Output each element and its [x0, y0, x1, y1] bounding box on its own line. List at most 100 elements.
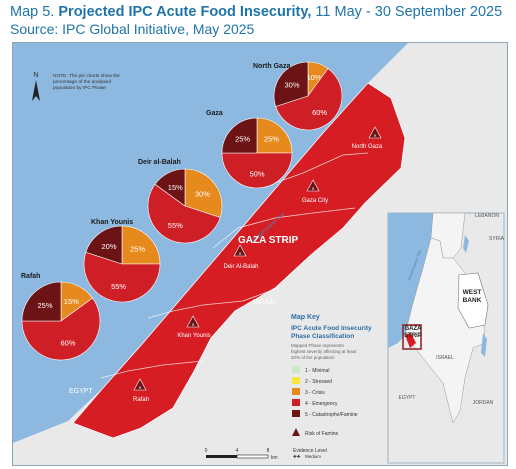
inset-lebanon: LEBANON: [475, 213, 499, 219]
inset-gaza-highlight: [402, 324, 422, 350]
gaza-strip-area: [72, 82, 406, 439]
israel-label: ISRAEL: [253, 299, 278, 306]
scale-tick-8: 8: [267, 448, 270, 454]
scale-segment-light: [236, 454, 269, 459]
inset-gaza-line-1: GAZA: [405, 326, 423, 332]
famine-marker-deir-al-balah: ✕ Deir Al-Balah: [223, 244, 259, 270]
north-label: N: [33, 72, 38, 79]
pie-slice-label: 30%: [284, 80, 299, 89]
famine-x-icon: ✕: [191, 322, 194, 327]
pie-slice-phase5: [154, 168, 186, 207]
evidence-medium-label: Medium: [305, 454, 321, 459]
legend-items: 1 - Minimal 2 - Stressed 3 - Crisis 4 - Eme…: [292, 366, 358, 418]
pie-slice-label: 15%: [64, 297, 79, 306]
pie-note: NOTE: The pie charts show the percentage…: [53, 73, 120, 91]
scale-bar: 0 4 8 km: [205, 448, 278, 461]
inset-jordan-label: JORDAN: [473, 400, 494, 406]
inset-dead-sea-icon: [481, 333, 487, 357]
inset-gaza-line-2: STRIP: [404, 333, 422, 339]
scale-segment-dark: [206, 455, 237, 458]
boundary-gaza: [212, 207, 356, 249]
pie-slice-phase4: [21, 297, 101, 361]
legend-label-phase3: 3 - Crisis: [305, 390, 325, 396]
pie-slice-phase5: [21, 281, 62, 322]
scale-tick-0: 0: [205, 448, 208, 454]
note-line-2: percentage of the analysed: [53, 79, 111, 85]
inset-israel-label: ISRAEL: [436, 355, 454, 361]
pie-slice-phase5: [221, 117, 258, 154]
inset-west-bank-line-2: BANK: [463, 297, 482, 304]
inset-sea: [388, 213, 433, 348]
famine-triangle-icon: [306, 179, 320, 192]
legend-swatch-phase1: [292, 366, 300, 373]
egypt-label: EGYPT: [69, 388, 93, 395]
pie-slice-phase4: [83, 251, 161, 303]
pie-slice-phase3: [256, 117, 293, 154]
legend-note-3: 20% of the population: [291, 355, 335, 360]
evidence-marker-icon: ✚✚: [293, 454, 301, 459]
map-source: Source: IPC Global Initiative, May 2025: [10, 21, 255, 37]
pie-slice-phase3: [184, 168, 223, 218]
pie-slice-label: 10%: [307, 73, 322, 82]
pie-title: Rafah: [21, 273, 40, 280]
pie-title: North Gaza: [253, 63, 290, 70]
pie-slice-label: 60%: [312, 108, 327, 117]
pie-gaza: 25% 50% 25% Gaza: [206, 110, 293, 189]
pie-slice-label: 25%: [235, 135, 250, 144]
pie-slice-phase4: [147, 183, 221, 244]
famine-x-icon: ✕: [373, 133, 376, 138]
boundary-khan-younis: [100, 360, 204, 379]
pie-slice-phase5: [273, 61, 309, 107]
legend-swatch-phase4: [292, 399, 300, 406]
inset-gaza: [405, 333, 416, 348]
legend-famine-icon: [292, 428, 300, 436]
boundary-deir-al-balah: [147, 287, 279, 319]
pie-rafah: 15% 60% 25% Rafah: [21, 273, 101, 361]
pie-slice-label: 50%: [249, 169, 264, 178]
pie-title: Khan Younis: [91, 219, 133, 226]
pie-khan-younis: 25% 55% 20% Khan Younis: [83, 219, 161, 303]
pie-slice-label: 55%: [168, 221, 183, 230]
famine-triangle-icon: [133, 378, 147, 391]
pie-slice-label: 25%: [130, 244, 145, 253]
map-frame: N NOTE: The pie charts show the percenta…: [12, 42, 508, 466]
pie-title: Gaza: [206, 110, 223, 117]
legend-title: Map Key: [291, 314, 320, 321]
north-arrow: N: [32, 72, 40, 101]
gaza-map: N NOTE: The pie charts show the percenta…: [13, 43, 507, 465]
legend-swatch-phase2: [292, 377, 300, 384]
map-title: Map 5. Projected IPC Acute Food Insecuri…: [10, 4, 510, 21]
map-period: 11 May - 30 September 2025: [315, 4, 503, 20]
pie-slice-phase4: [275, 68, 343, 131]
scale-unit: km: [271, 455, 278, 461]
famine-triangle-icon: [233, 244, 247, 257]
pie-slice-label: 25%: [264, 135, 279, 144]
pie-slice-phase5: [85, 225, 123, 265]
inset-west-bank-line-1: WEST: [463, 289, 482, 296]
inset-lake-icon: [463, 235, 469, 253]
legend-label-phase4: 4 - Emergency: [305, 401, 338, 407]
famine-site-label: Khan Younis: [177, 333, 210, 339]
note-line-3: population by IPC Phase: [53, 85, 106, 91]
pie-slice-label: 55%: [111, 282, 126, 291]
map-legend: Map Key IPC Acute Food Insecurity Phase …: [291, 314, 372, 459]
legend-swatch-phase3: [292, 388, 300, 395]
inset-west-bank: [457, 272, 489, 329]
pie-charts: 10% 60% 30% North Gaza 25% 50% 25% Gaza 30% 55% 15…: [21, 61, 343, 361]
famine-site-label: Gaza City: [302, 198, 328, 204]
famine-triangle-icon: [368, 126, 382, 139]
famine-x-icon: ✕: [238, 251, 241, 256]
legend-label-phase2: 2 - Stressed: [305, 379, 332, 385]
map-number: Map 5.: [10, 4, 55, 20]
evidence-title: Evidence Level: [293, 448, 327, 454]
mediterranean-sea: [13, 43, 408, 443]
famine-marker-khan-younis: ✕ Khan Younis: [177, 315, 211, 339]
pie-title: Deir al-Balah: [138, 159, 181, 166]
famine-marker-rafah: ✕ Rafah: [133, 378, 149, 403]
famine-marker-gaza-city: ✕ Gaza City: [302, 179, 328, 204]
pie-slice-label: 25%: [37, 301, 52, 310]
pie-slice-phase3: [121, 225, 161, 265]
legend-famine-label: Risk of Famine: [305, 431, 339, 437]
map-title-bold: Projected IPC Acute Food Insecurity,: [58, 4, 312, 20]
pie-slice-label: 30%: [195, 189, 210, 198]
